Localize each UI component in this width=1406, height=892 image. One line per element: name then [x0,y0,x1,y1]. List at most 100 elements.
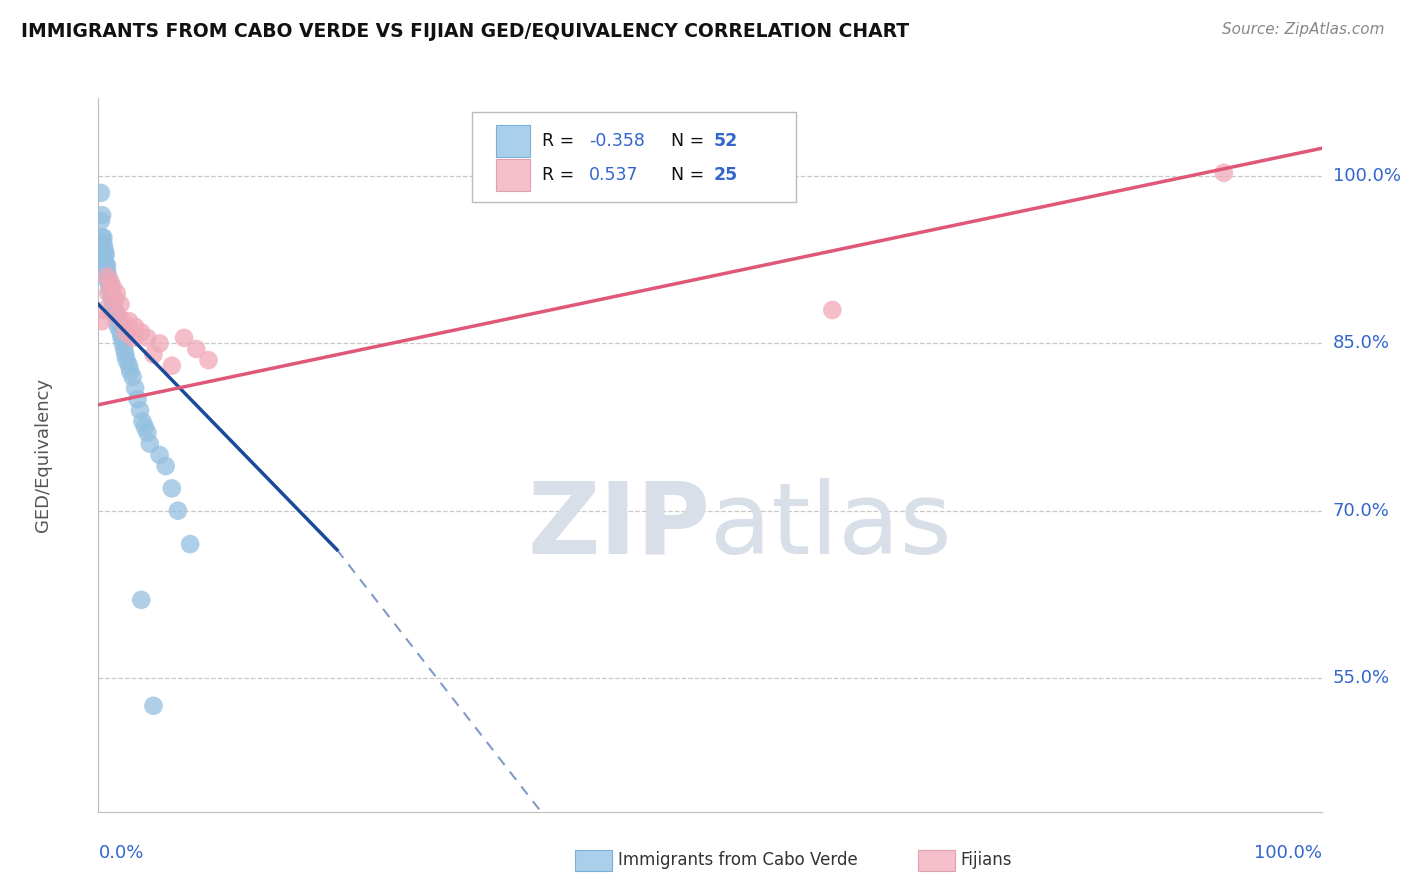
Bar [918,849,955,871]
Point [124,381,146,395]
Text: N =: N = [671,166,710,184]
Point [96,264,118,278]
Point [98,281,121,295]
Point [104,292,127,306]
Text: GED/Equivalency: GED/Equivalency [34,378,52,532]
Point [91,208,114,222]
Point [155,459,177,474]
Point [167,504,190,518]
Text: 0.537: 0.537 [589,166,638,184]
Text: Immigrants from Cabo Verde: Immigrants from Cabo Verde [619,851,858,869]
Point [139,437,162,451]
Point [90,214,112,228]
Text: ZIP: ZIP [527,478,710,574]
Point [100,281,122,295]
Point [121,370,143,384]
Text: 70.0%: 70.0% [1333,501,1389,520]
Point [100,275,122,289]
Point [129,593,152,607]
Point [94,247,117,261]
Point [105,309,128,323]
Bar [496,125,530,157]
Text: Source: ZipAtlas.com: Source: ZipAtlas.com [1222,22,1385,37]
Point [93,247,115,261]
Point [186,342,208,356]
Point [110,326,132,340]
Text: IMMIGRANTS FROM CABO VERDE VS FIJIAN GED/EQUIVALENCY CORRELATION CHART: IMMIGRANTS FROM CABO VERDE VS FIJIAN GED… [21,22,910,41]
Point [96,269,118,284]
Point [127,392,149,407]
Point [101,292,124,306]
Point [101,292,124,306]
Point [136,331,159,345]
Point [91,242,114,256]
Text: 100.0%: 100.0% [1333,167,1400,186]
Point [111,336,134,351]
Point [96,269,118,284]
Point [1212,166,1234,180]
Point [149,336,172,351]
Point [118,359,141,373]
Point [97,269,120,284]
Point [98,275,121,289]
Bar [496,159,530,191]
Point [124,319,146,334]
Point [111,331,134,345]
Point [103,303,125,318]
Point [91,230,114,244]
Point [111,314,134,328]
Point [129,326,152,340]
Text: atlas: atlas [710,478,952,574]
Point [101,297,124,311]
Point [97,286,120,301]
Bar [575,849,612,871]
Point [120,364,142,378]
Point [91,230,114,244]
Text: 52: 52 [714,132,738,150]
FancyBboxPatch shape [471,112,796,202]
Text: 100.0%: 100.0% [1254,844,1322,862]
Point [142,698,165,713]
Point [129,403,152,417]
Point [114,348,136,362]
Point [179,537,201,551]
Point [149,448,172,462]
Point [107,319,129,334]
Point [114,326,136,340]
Text: 0.0%: 0.0% [98,844,143,862]
Point [105,286,128,301]
Point [121,331,143,345]
Point [91,236,114,251]
Text: -0.358: -0.358 [589,132,645,150]
Point [173,331,195,345]
Point [101,281,124,295]
Point [142,348,165,362]
Point [100,286,122,301]
Point [93,242,115,256]
Point [105,314,128,328]
Text: N =: N = [671,132,710,150]
Point [97,275,120,289]
Text: R =: R = [543,166,586,184]
Point [93,303,115,318]
Point [93,252,115,267]
Point [107,309,129,323]
Text: R =: R = [543,132,581,150]
Point [118,314,141,328]
Text: 85.0%: 85.0% [1333,334,1389,352]
Point [134,420,156,434]
Point [115,353,138,368]
Point [160,359,183,373]
Point [197,353,219,368]
Point [131,415,153,429]
Point [90,186,112,200]
Point [96,259,118,273]
Text: Fijians: Fijians [960,851,1012,869]
Text: 25: 25 [714,166,738,184]
Point [112,342,135,356]
Point [160,482,183,496]
Point [104,309,127,323]
Text: 55.0%: 55.0% [1333,669,1391,687]
Point [94,259,117,273]
Point [821,303,844,318]
